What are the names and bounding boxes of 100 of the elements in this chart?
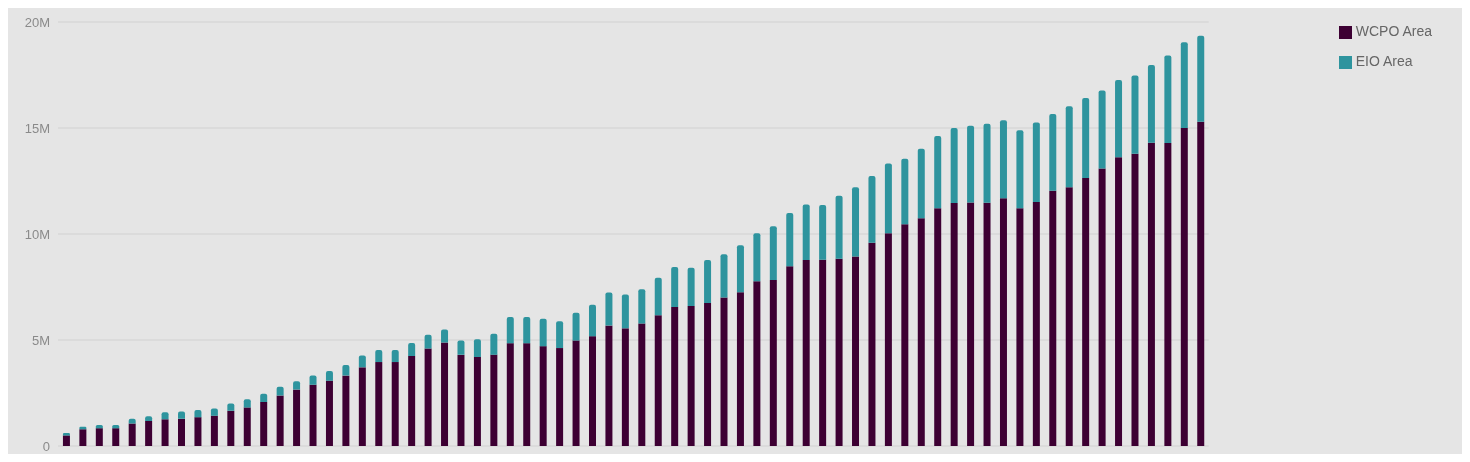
bar [704,302,712,446]
bar [1098,168,1106,446]
y-tick-label: 20M [24,14,50,30]
bar [983,123,991,203]
bar [835,258,843,446]
bar [523,343,531,446]
bar [934,208,942,446]
bar [852,187,860,257]
bar [687,267,695,307]
bar [227,410,235,446]
bar [835,195,843,259]
bar [588,336,596,446]
bar [1131,153,1139,446]
bar [819,204,827,260]
bar [424,348,432,446]
bar [424,334,432,349]
bar [852,256,860,446]
bar [62,435,70,446]
bar [950,203,958,446]
bar [1180,128,1188,446]
bar [638,323,646,446]
bar [736,292,744,446]
bar [654,277,662,316]
bar [79,429,87,446]
bar [1115,157,1123,446]
bar [1098,90,1106,169]
bar [983,202,991,446]
bar [1197,35,1205,122]
bar [506,343,514,446]
bar [408,342,416,356]
bar [720,297,728,446]
bar [950,128,958,204]
bar [999,120,1007,199]
bar [358,355,366,368]
bar [1049,114,1057,191]
bar [1082,98,1090,179]
bar [556,348,564,446]
bar [1115,80,1123,158]
bar [1147,65,1155,143]
bar [441,329,449,343]
bar [1016,130,1024,209]
bar [819,259,827,446]
bar [868,176,876,243]
bar [967,125,975,203]
bar [539,318,547,347]
bar [671,267,679,307]
bar [1065,187,1073,446]
bar [671,306,679,446]
bar [572,340,580,446]
bar [375,362,383,446]
bar [769,280,777,446]
bar [638,289,646,324]
bar [736,245,744,293]
bar [276,395,284,446]
bar [1082,178,1090,446]
bar [523,317,531,344]
legend-label: WCPO Area [1355,23,1432,39]
bar [161,419,169,446]
bar [260,402,268,446]
bar [490,354,498,446]
bar [457,354,465,446]
bar [95,428,103,446]
legend-label: EIO Area [1355,53,1413,69]
bar [704,260,712,303]
bar [473,356,481,446]
bar [588,304,596,337]
bar [917,218,925,446]
bar [358,367,366,446]
bar [884,163,892,234]
bar [917,148,925,219]
bar [621,328,629,446]
bar [309,384,317,446]
bar [145,420,153,446]
bar [605,292,613,326]
bar [884,233,892,446]
bar [934,136,942,209]
bar [1147,142,1155,446]
bar [539,346,547,446]
bar [375,349,383,363]
bar [1065,106,1073,188]
bar [342,365,350,376]
bar [753,233,761,282]
bar [1164,143,1172,446]
bar [473,339,481,357]
bar [1016,208,1024,446]
bar [967,202,975,446]
bar [901,158,909,225]
bar [605,325,613,446]
bar [1180,42,1188,128]
bar [556,321,564,349]
bar [408,355,416,446]
bar [342,375,350,446]
y-tick-label: 15M [24,120,50,136]
bar [194,417,202,446]
bar [868,242,876,446]
bar [753,281,761,446]
bar [687,306,695,446]
y-tick-label: 5M [31,332,50,348]
bar [490,333,498,355]
bar [293,389,301,446]
